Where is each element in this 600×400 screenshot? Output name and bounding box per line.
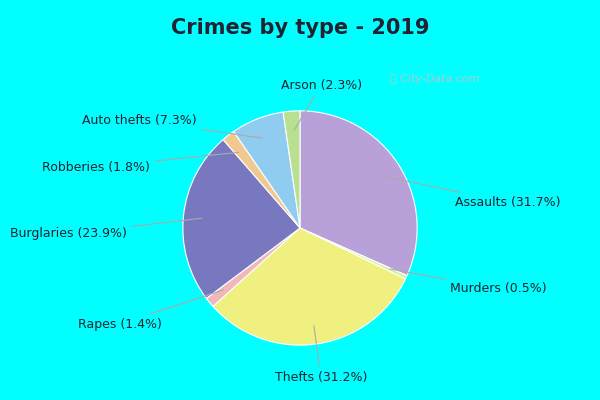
Text: Auto thefts (7.3%): Auto thefts (7.3%) bbox=[82, 114, 262, 138]
Wedge shape bbox=[206, 228, 300, 306]
Wedge shape bbox=[300, 111, 417, 276]
Text: Robberies (1.8%): Robberies (1.8%) bbox=[42, 152, 238, 174]
Text: Thefts (31.2%): Thefts (31.2%) bbox=[275, 326, 367, 384]
Text: Burglaries (23.9%): Burglaries (23.9%) bbox=[10, 218, 202, 240]
Text: Rapes (1.4%): Rapes (1.4%) bbox=[78, 290, 223, 330]
Text: Murders (0.5%): Murders (0.5%) bbox=[390, 269, 547, 296]
Wedge shape bbox=[300, 228, 407, 279]
Text: Crimes by type - 2019: Crimes by type - 2019 bbox=[171, 18, 429, 38]
Wedge shape bbox=[183, 140, 300, 298]
Wedge shape bbox=[233, 112, 300, 228]
Text: Arson (2.3%): Arson (2.3%) bbox=[281, 78, 362, 130]
Text: Assaults (31.7%): Assaults (31.7%) bbox=[383, 176, 560, 209]
Wedge shape bbox=[223, 132, 300, 228]
Wedge shape bbox=[213, 228, 406, 345]
Wedge shape bbox=[283, 111, 300, 228]
Text: ⓘ City-Data.com: ⓘ City-Data.com bbox=[391, 74, 480, 84]
